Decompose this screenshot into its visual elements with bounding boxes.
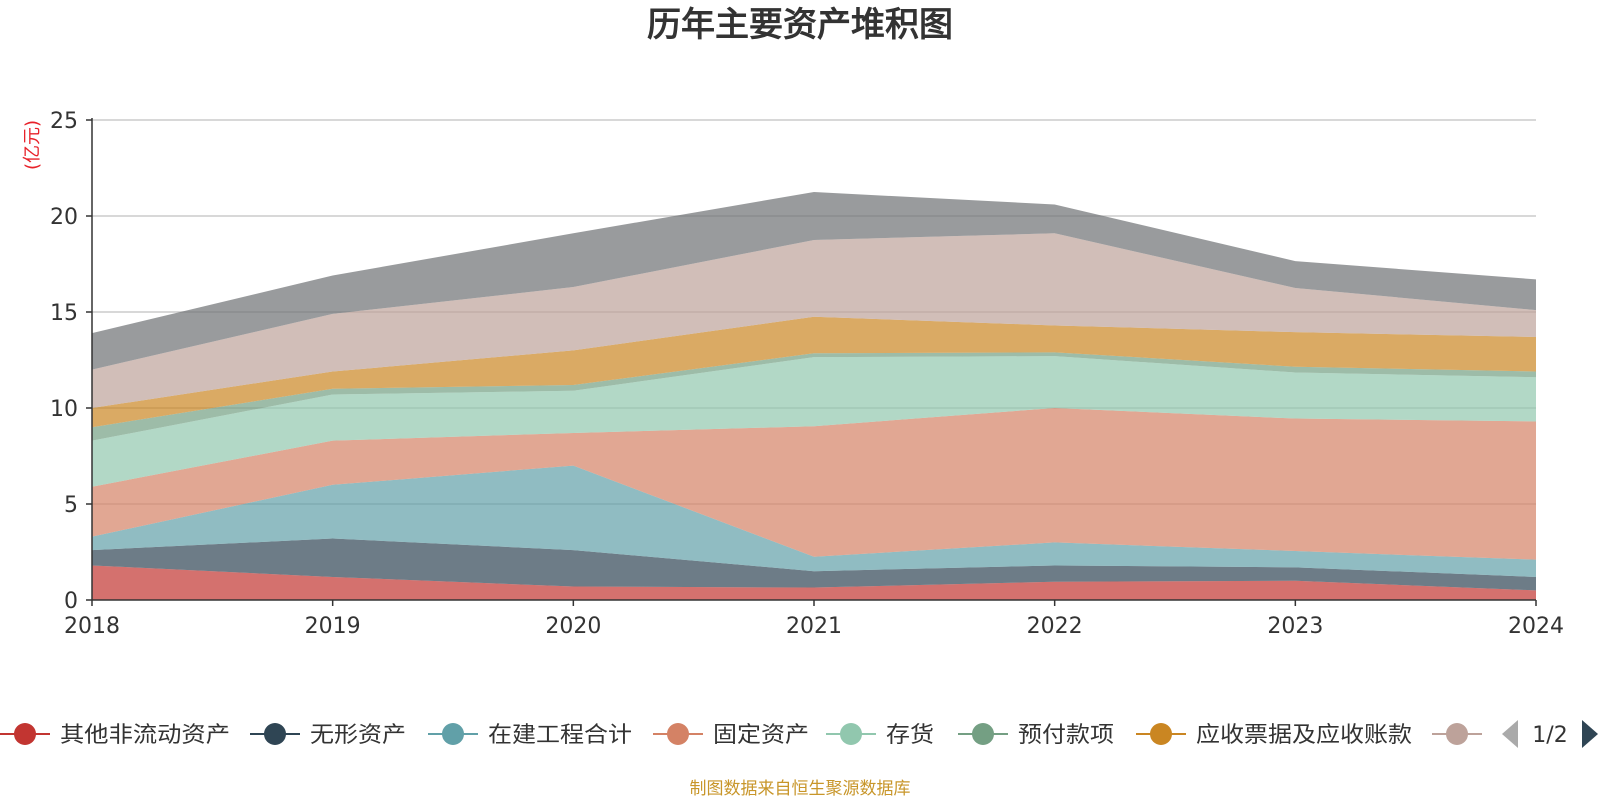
legend-item-4[interactable]: 固定资产: [653, 723, 809, 748]
legend-dot-icon: [264, 723, 286, 745]
x-tick-label: 2019: [305, 614, 361, 639]
legend-label: 无形资产: [310, 723, 406, 748]
area-series-8: [92, 233, 1536, 408]
area-series-2: [92, 538, 1536, 591]
legend-item-1[interactable]: 其他非流动资产: [0, 723, 230, 748]
y-axis-unit: (亿元): [22, 120, 43, 170]
legend-dot-icon: [1150, 723, 1172, 745]
legend-item-3[interactable]: 在建工程合计: [428, 723, 632, 748]
x-tick-label: 2018: [64, 614, 120, 639]
legend-label: 应收票据及应收账款: [1196, 723, 1412, 748]
data-source-note: 制图数据来自恒生聚源数据库: [690, 779, 911, 799]
legend-dot-icon: [442, 723, 464, 745]
x-tick-label: 2020: [545, 614, 601, 639]
legend-item-8[interactable]: [1432, 723, 1482, 745]
y-tick-label: 20: [50, 205, 78, 230]
x-tick-label: 2022: [1027, 614, 1083, 639]
legend-dot-icon: [972, 723, 994, 745]
legend-label: 在建工程合计: [488, 723, 632, 748]
legend-label: 预付款项: [1018, 723, 1114, 748]
area-series-5: [92, 356, 1536, 487]
legend-dot-icon: [667, 723, 689, 745]
legend-label: 固定资产: [713, 723, 809, 748]
chart-title: 历年主要资产堆积图: [647, 5, 953, 45]
area-series-7: [92, 316, 1536, 428]
y-tick-label: 25: [50, 109, 78, 134]
area-series-4: [92, 408, 1536, 560]
legend-item-7[interactable]: 应收票据及应收账款: [1136, 723, 1412, 748]
y-tick-label: 0: [64, 589, 78, 614]
legend-item-5[interactable]: 存货: [826, 723, 934, 748]
y-tick-label: 15: [50, 301, 78, 326]
area-series-3: [92, 465, 1536, 577]
legend-label: 存货: [886, 723, 934, 748]
x-tick-label: 2023: [1267, 614, 1323, 639]
area-series-1: [92, 565, 1536, 600]
legend-dot-icon: [840, 723, 862, 745]
legend-label: 其他非流动资产: [60, 723, 230, 748]
legend-page-indicator: 1/2: [1532, 723, 1567, 748]
x-tick-label: 2024: [1508, 614, 1564, 639]
axes: 0 5 10 15 20 25 2018 2019 2020 2021 2022 2023 2024: [50, 109, 1564, 639]
area-series-9: [92, 192, 1536, 370]
legend-next-page-icon[interactable]: [1582, 720, 1598, 748]
legend-item-6[interactable]: 预付款项: [958, 723, 1114, 748]
legend-prev-page-icon[interactable]: [1502, 720, 1518, 748]
area-series: [92, 192, 1536, 600]
legend-dot-icon: [14, 723, 36, 745]
legend-item-2[interactable]: 无形资产: [250, 723, 406, 748]
legend-dot-icon: [1446, 723, 1468, 745]
y-tick-label: 10: [50, 397, 78, 422]
x-tick-label: 2021: [786, 614, 842, 639]
y-tick-label: 5: [64, 493, 78, 518]
legend: 其他非流动资产 无形资产 在建工程合计 固定资产 存货 预付款项 应收票据及应收账款 1/2: [0, 720, 1598, 748]
